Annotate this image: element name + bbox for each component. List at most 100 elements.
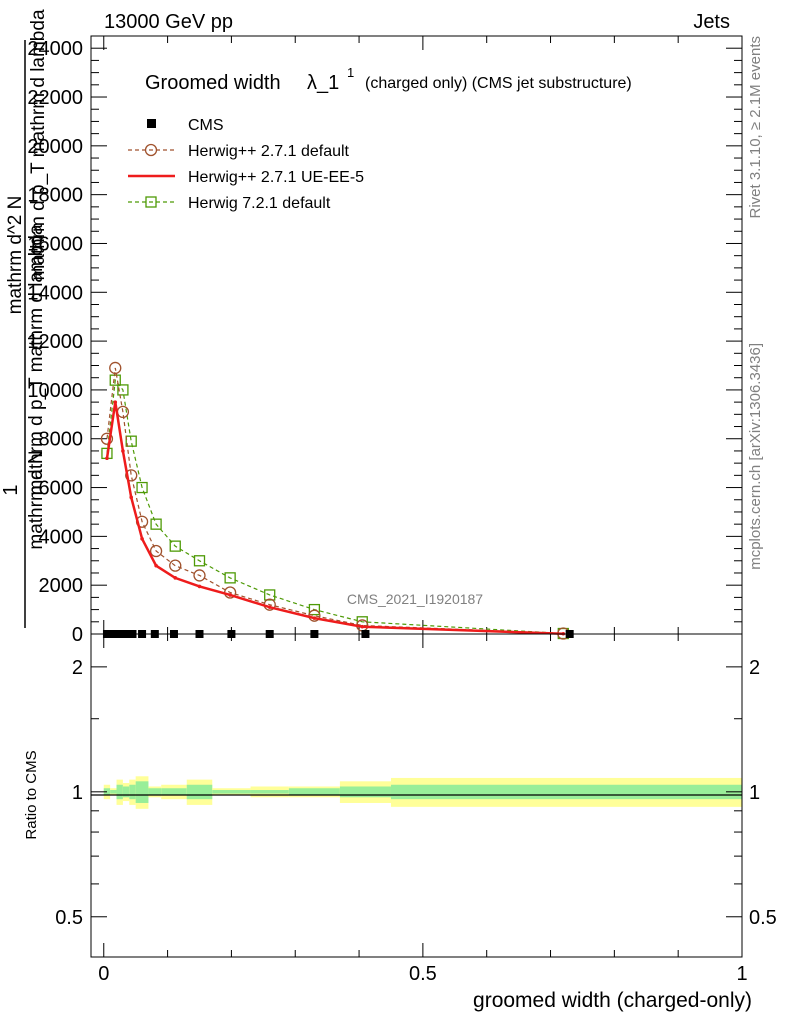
- title-sup: 1: [347, 65, 354, 80]
- ratio-axis-ticks: 0.5 0.5 1 1 2 2 0 0.5 1: [55, 634, 777, 985]
- y-label-one: 1: [0, 484, 22, 495]
- ratio-band-green: [110, 790, 117, 794]
- herwig271-ueee5-point: [113, 400, 118, 404]
- herwig271-default-point: [169, 559, 182, 572]
- herwig721-default-point: [224, 572, 236, 584]
- ratio-ytick-label-right: 0.5: [749, 907, 777, 929]
- main-y-label: 1 mathrm d^2 N mathrm d p_T mathrm d lam…: [0, 9, 49, 628]
- main-ytick-label: 18000: [27, 185, 83, 207]
- ratio-xtick-label: 1: [736, 963, 747, 985]
- herwig271-default-point: [125, 469, 138, 482]
- ratio-band-green: [122, 786, 130, 798]
- main-ytick-label: 12000: [27, 331, 83, 353]
- herwig271-ueee5-point: [154, 563, 158, 568]
- mcplots-credit: mcplots.cern.ch [arXiv:1306.3436]: [747, 343, 764, 570]
- ratio-band-green: [129, 784, 136, 800]
- main-ytick-label: 24000: [27, 38, 83, 60]
- title-rest: (charged only) (CMS jet substructure): [365, 75, 632, 92]
- herwig721-default-point: [125, 435, 137, 447]
- herwig721-default-point: [264, 589, 276, 601]
- y-label-top-numerator: mathrm d^2 N: [5, 196, 26, 315]
- legend: CMS Herwig++ 2.7.1 default Herwig++ 2.7.…: [128, 117, 364, 212]
- ratio-band-green: [339, 786, 391, 798]
- ratio-band-green: [212, 790, 251, 794]
- ratio-band-green: [288, 788, 340, 796]
- rivet-version: Rivet 3.1.10, ≥ 2.1M events: [747, 36, 764, 219]
- main-ytick-label: 10000: [27, 380, 83, 402]
- herwig721-default-point: [117, 384, 129, 396]
- herwig271-ueee5-point: [121, 449, 125, 453]
- herwig721-default-point: [169, 540, 181, 552]
- ratio-bands: [103, 776, 742, 809]
- analysis-watermark: CMS_2021_I1920187: [347, 591, 483, 607]
- legend-herwig721-default-marker: [145, 196, 157, 208]
- main-ytick-label: 22000: [27, 87, 83, 109]
- legend-herwig271-default: Herwig++ 2.7.1 default: [128, 143, 350, 160]
- y-label-top-denominator: mathrm d p_T mathrm d lambda: [28, 9, 49, 280]
- herwig271-default-point: [149, 544, 163, 558]
- legend-herwig721-default-label: Herwig 7.2.1 default: [188, 195, 331, 212]
- main-ytick-label: 6000: [39, 478, 84, 500]
- title-main: Groomed width: [145, 72, 281, 94]
- legend-herwig271-ueee5-label: Herwig++ 2.7.1 UE-EE-5: [188, 169, 364, 186]
- ratio-band-green: [250, 790, 289, 794]
- legend-herwig721-default: Herwig 7.2.1 default: [128, 195, 331, 212]
- main-series: [100, 361, 574, 640]
- herwig721-default-point: [136, 481, 148, 494]
- legend-cms-marker: [147, 119, 156, 128]
- ratio-y-label: Ratio to CMS: [23, 750, 40, 839]
- ratio-ytick-label-left: 2: [72, 657, 83, 679]
- ratio-ytick-label-left: 0.5: [55, 907, 83, 929]
- herwig721-default-point: [193, 555, 206, 567]
- herwig271-ueee5-point: [105, 456, 109, 461]
- ratio-xtick-label: 0: [98, 963, 109, 985]
- herwig721-default-point: [308, 603, 321, 616]
- herwig721-default-line: [106, 378, 564, 635]
- main-ytick-label: 20000: [27, 136, 83, 158]
- ratio-band-green: [390, 784, 742, 800]
- main-ytick-label: 2000: [39, 575, 84, 597]
- main-ytick-label: 14000: [27, 282, 83, 304]
- herwig271-default-point: [100, 432, 114, 445]
- ratio-band-green: [186, 784, 213, 800]
- ratio-ytick-label-left: 1: [72, 782, 83, 804]
- ratio-band-green: [116, 784, 123, 800]
- y-label-denominator: mathrm d p_T mathrm d lambda: [26, 224, 47, 495]
- legend-cms-label: CMS: [188, 117, 224, 134]
- legend-herwig271-default-marker: [144, 143, 158, 157]
- herwig271-default-point: [109, 361, 122, 375]
- header-energy: 13000 GeV pp: [104, 11, 233, 33]
- ratio-panel: 0.5 0.5 1 1 2 2 0 0.5 1: [55, 633, 777, 985]
- ratio-band-green: [135, 781, 149, 803]
- herwig271-ueee5-point: [173, 576, 178, 580]
- ratio-band-green: [148, 788, 162, 796]
- herwig271-ueee5-point: [360, 624, 365, 629]
- herwig271-default-point: [193, 569, 206, 582]
- legend-herwig271-default-label: Herwig++ 2.7.1 default: [188, 143, 350, 160]
- main-ytick-label: 16000: [27, 233, 83, 255]
- ratio-ytick-label-right: 1: [749, 782, 760, 804]
- herwig271-ueee5-point: [129, 495, 134, 500]
- ratio-ytick-label-right: 2: [749, 657, 760, 679]
- main-panel: 0 2000 4000 6000 8000 10000 12000 14000 16000 180…: [27, 35, 743, 646]
- main-ytick-label: 0: [72, 624, 83, 646]
- main-axis-ticks: 0 2000 4000 6000 8000 10000 12000 14000 16000 180…: [27, 36, 743, 646]
- herwig271-ueee5-point: [312, 616, 317, 620]
- x-axis-label: groomed width (charged-only): [473, 989, 752, 1012]
- header-jets: Jets: [693, 11, 730, 33]
- ratio-band-green: [161, 788, 187, 796]
- herwig271-ueee5-point: [228, 593, 232, 597]
- herwig721-default-point: [150, 518, 162, 530]
- y-label-numerator: mathrm d N: [26, 450, 47, 549]
- herwig721-default-point: [109, 374, 121, 386]
- ratio-xtick-label: 0.5: [409, 963, 437, 985]
- herwig271-default-line: [106, 367, 564, 635]
- title-lambda: λ_1: [307, 72, 339, 94]
- plot-title: Groomed width λ_1 1 (charged only) (CMS …: [145, 65, 632, 94]
- herwig271-ueee5-point: [197, 584, 202, 589]
- legend-herwig271-ueee5: Herwig++ 2.7.1 UE-EE-5: [128, 169, 364, 186]
- herwig271-ueee5-point: [140, 537, 144, 541]
- main-ytick-label: 4000: [39, 526, 84, 548]
- herwig271-ueee5-line: [105, 401, 564, 636]
